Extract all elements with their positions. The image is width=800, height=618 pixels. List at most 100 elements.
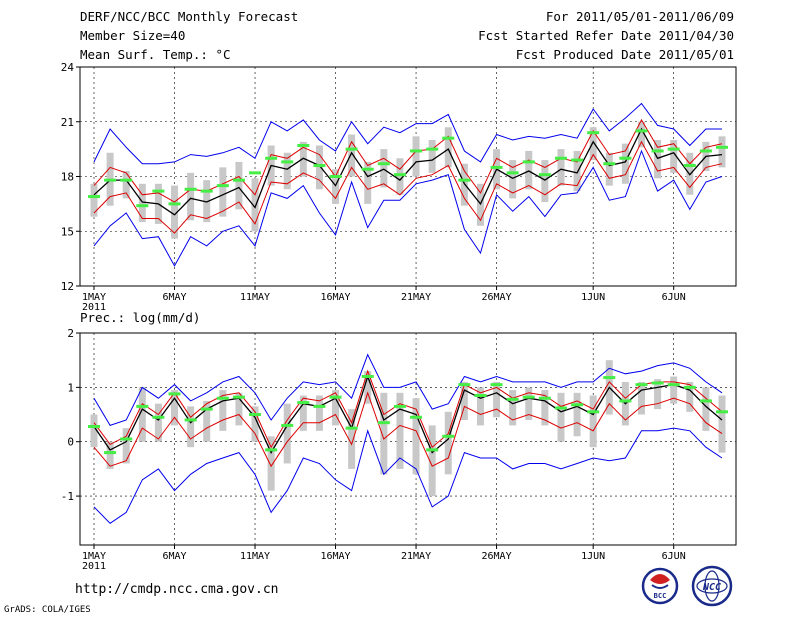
series-min-line — [93, 427, 723, 524]
x-tick-label: 21MAY — [401, 551, 431, 562]
observed-marker — [716, 145, 728, 149]
spread-box — [589, 127, 597, 161]
observed-marker — [587, 410, 600, 414]
spread-box — [315, 395, 323, 431]
observed-marker — [249, 171, 262, 175]
spread-box — [621, 143, 629, 184]
x-tick-label: 26MAY — [482, 551, 512, 562]
spread-box — [348, 134, 356, 177]
series-max-line — [93, 353, 723, 427]
forecast-title: DERF/NCC/BCC Monthly Forecast — [80, 9, 299, 24]
observed-marker — [522, 160, 535, 164]
x-tick-label: 26MAY — [482, 292, 512, 303]
observed-marker — [554, 406, 567, 410]
spread-box — [654, 379, 662, 410]
spread-box — [654, 140, 662, 179]
series-lower-spread-line — [93, 140, 723, 234]
spread-box — [332, 390, 340, 426]
observed-marker — [426, 448, 439, 452]
observed-marker — [232, 178, 245, 182]
observed-marker — [152, 415, 165, 419]
observed-marker — [345, 147, 358, 151]
observed-marker — [410, 415, 423, 419]
spread-box — [493, 381, 501, 418]
spread-box — [138, 387, 146, 442]
spread-box — [670, 376, 678, 404]
spread-box — [154, 403, 162, 442]
observed-marker — [281, 160, 294, 164]
spread-box — [348, 409, 356, 469]
observed-marker — [474, 394, 487, 398]
observed-marker — [361, 167, 374, 171]
spread-box — [573, 150, 581, 192]
series-mean-line — [93, 374, 723, 455]
y-tick-label: 2 — [67, 327, 74, 340]
observed-marker — [232, 395, 245, 399]
y-tick-label: 18 — [61, 171, 74, 184]
member-size: Member Size=40 — [80, 28, 186, 43]
observed-marker — [699, 149, 712, 153]
observed-marker — [554, 156, 567, 160]
observed-marker — [458, 383, 471, 387]
spread-box — [251, 178, 259, 232]
observed-marker — [120, 178, 133, 182]
observed-marker — [329, 175, 342, 178]
spread-box — [460, 381, 468, 420]
observed-marker — [603, 162, 616, 166]
y-tick-label: -1 — [61, 490, 74, 503]
observed-marker — [490, 383, 503, 387]
spread-box — [605, 152, 613, 186]
spread-box — [299, 141, 307, 177]
source-url[interactable]: http://cmdp.ncc.cma.gov.cn — [75, 582, 279, 597]
spread-box — [589, 395, 597, 448]
observed-marker — [361, 374, 374, 378]
spread-box — [444, 127, 452, 168]
spread-box — [541, 390, 549, 426]
spread-box — [670, 140, 678, 173]
observed-marker — [136, 404, 149, 408]
spread-box — [541, 160, 549, 203]
spread-box — [718, 136, 726, 168]
spread-box — [380, 392, 388, 475]
x-tick-label: 1MAY — [82, 292, 106, 303]
spread-box — [138, 183, 146, 223]
x-tick-label: 6JUN — [662, 551, 686, 562]
forecast-period: For 2011/05/01-2011/06/09 — [545, 9, 734, 24]
observed-marker — [345, 426, 358, 430]
observed-marker — [120, 437, 133, 441]
spread-box — [251, 406, 259, 442]
observed-marker — [216, 396, 229, 400]
spread-box — [203, 400, 211, 442]
observed-marker — [88, 195, 100, 199]
observed-marker — [265, 448, 278, 452]
series-upper-spread-line — [93, 118, 723, 203]
spread-box — [428, 140, 436, 173]
observed-marker — [136, 204, 149, 208]
spread-box — [525, 150, 533, 190]
spread-box — [412, 136, 420, 177]
observed-marker — [88, 424, 100, 428]
observed-marker — [184, 418, 197, 422]
x-tick-label: 11MAY — [240, 292, 270, 303]
observed-marker — [522, 395, 535, 399]
precip-panel-title: Prec.: log(mm/d) — [80, 310, 200, 325]
observed-marker — [716, 410, 728, 414]
observed-marker — [506, 397, 519, 401]
observed-marker — [184, 187, 197, 191]
spread-box — [90, 414, 98, 448]
spread-box — [557, 392, 565, 442]
observed-marker — [603, 376, 616, 380]
observed-marker — [442, 434, 455, 438]
observed-marker — [200, 407, 213, 411]
spread-box — [283, 403, 291, 464]
variable-label: Mean Surf. Temp.: °C — [80, 47, 231, 62]
series-upper-spread-line — [93, 369, 723, 449]
spread-box — [509, 390, 517, 426]
x-tick-label: 21MAY — [401, 292, 431, 303]
observed-marker — [104, 178, 117, 182]
observed-marker — [168, 392, 181, 396]
spread-box — [283, 152, 291, 190]
observed-marker — [538, 396, 551, 400]
x-tick-label: 11MAY — [240, 551, 270, 562]
spread-box — [525, 387, 533, 420]
